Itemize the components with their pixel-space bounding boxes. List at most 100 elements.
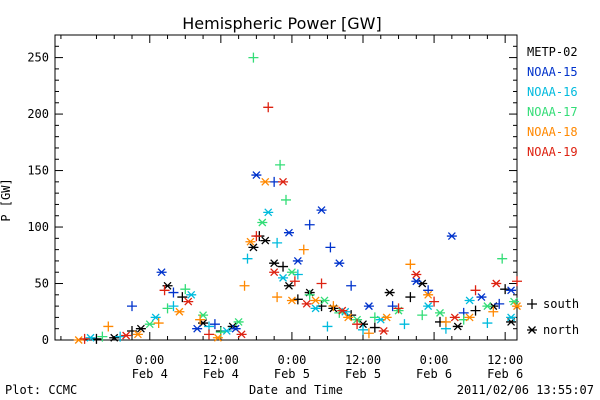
plot-credit: Plot: CCMC (5, 383, 77, 397)
data-point (251, 231, 262, 242)
data-point (286, 268, 297, 277)
legend-marker-entry (527, 326, 537, 334)
legend-entry: METP-02 (527, 45, 578, 59)
data-point (221, 327, 232, 335)
data-point (281, 194, 291, 205)
data-point (85, 333, 96, 342)
data-point (278, 273, 289, 282)
data-point (272, 292, 283, 303)
data-point (446, 232, 457, 241)
data-point (316, 206, 327, 215)
data-point (358, 324, 368, 335)
data-point (500, 284, 511, 295)
x-tick-time-label: 0:00 (135, 353, 164, 367)
data-point (245, 237, 256, 246)
data-point (423, 290, 434, 299)
data-point (346, 280, 357, 291)
data-point (304, 219, 315, 230)
data-point (476, 293, 487, 302)
data-point (405, 292, 416, 303)
data-point (209, 319, 220, 330)
data-point (512, 302, 522, 311)
data-point (381, 313, 392, 322)
legend-entry: NOAA-15 (527, 65, 578, 79)
data-point (204, 329, 214, 340)
y-tick-label: 50 (35, 277, 49, 291)
data-point (506, 313, 517, 322)
data-point (369, 312, 380, 323)
data-point (417, 310, 428, 321)
data-point (509, 297, 520, 306)
data-point (506, 286, 517, 295)
data-point (248, 52, 259, 63)
data-point (177, 292, 188, 303)
data-point (269, 268, 280, 277)
y-tick-label: 0 (42, 333, 49, 347)
legend-entry: NOAA-18 (527, 125, 578, 139)
data-point (325, 242, 336, 253)
data-point (132, 330, 143, 339)
data-point (512, 276, 522, 287)
y-axis-label: P [GW] (0, 178, 13, 221)
legend-entry: NOAA-16 (527, 85, 578, 99)
data-point (435, 308, 445, 317)
data-point (212, 333, 223, 342)
data-point (115, 331, 126, 342)
data-point (464, 296, 475, 305)
data-point (127, 301, 137, 312)
data-point (239, 280, 250, 291)
data-point (393, 303, 404, 314)
x-tick-time-label: 12:00 (345, 353, 381, 367)
data-point (423, 285, 434, 296)
data-point (334, 259, 345, 268)
data-point (440, 316, 451, 327)
data-point (405, 259, 416, 270)
data-point (319, 296, 330, 305)
data-point (186, 290, 197, 299)
data-point (168, 301, 179, 312)
data-point (363, 302, 374, 311)
data-point (283, 228, 294, 237)
y-tick-label: 100 (27, 220, 49, 234)
data-point (73, 336, 84, 344)
y-axis: 0 50 100 150 200 250 (27, 45, 517, 347)
data-point (470, 305, 481, 316)
x-tick-time-label: 0:00 (420, 353, 449, 367)
data-point (260, 236, 271, 245)
data-point (162, 303, 173, 314)
data-point (423, 302, 434, 311)
data-point (275, 159, 286, 170)
data-point (144, 320, 155, 329)
data-point (494, 298, 505, 309)
legend-entry: NOAA-19 (527, 145, 578, 159)
data-point (429, 296, 440, 307)
data-point (310, 296, 321, 305)
data-point (159, 285, 170, 296)
y-tick-label: 200 (27, 107, 49, 121)
data-point (301, 299, 312, 308)
data-point (269, 176, 280, 187)
data-point (156, 268, 167, 277)
data-point (352, 319, 363, 330)
data-point (192, 324, 203, 333)
data-point (298, 244, 309, 255)
data-point (269, 259, 280, 268)
data-point (387, 301, 398, 312)
data-point (322, 321, 333, 332)
x-tick-date-label: Feb 4 (132, 367, 168, 381)
data-point (292, 256, 303, 265)
data-point (278, 177, 289, 186)
data-point (109, 333, 120, 342)
data-point (233, 317, 244, 326)
y-tick-label: 250 (27, 51, 49, 65)
data-point (257, 218, 268, 227)
data-point (497, 253, 508, 264)
x-tick-date-label: Feb 6 (416, 367, 452, 381)
y-tick-label: 150 (27, 164, 49, 178)
data-point (506, 317, 517, 326)
legend-marker-entry (527, 299, 537, 309)
plot-timestamp: 2011/02/06 13:55:07 (457, 383, 594, 397)
data-point (449, 313, 460, 322)
